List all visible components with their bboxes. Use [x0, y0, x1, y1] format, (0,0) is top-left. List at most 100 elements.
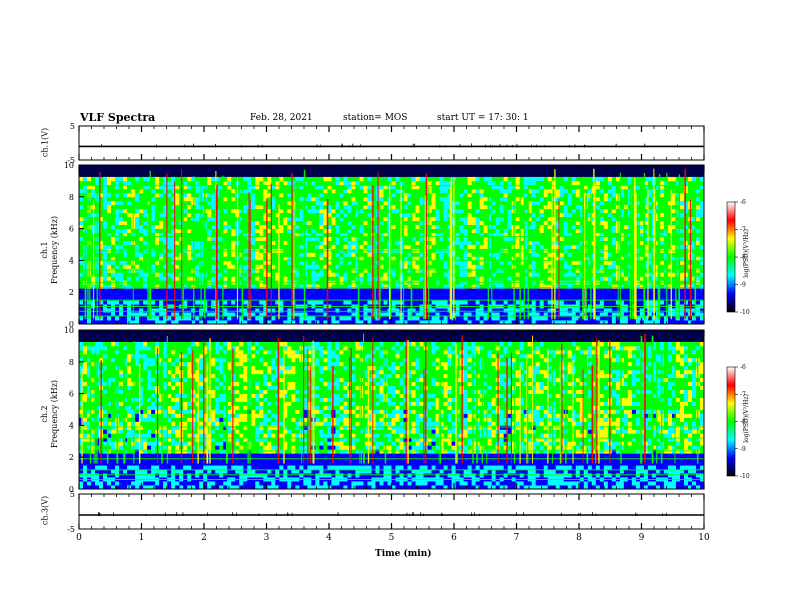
spectrogram-cell — [467, 260, 473, 265]
spectrogram-cell — [79, 236, 84, 241]
spectrogram-cell — [183, 288, 188, 293]
spectrogram-cell — [143, 228, 148, 233]
spectrogram-cell — [127, 268, 132, 273]
spectrogram-cell — [283, 208, 288, 214]
spectrogram-cell — [139, 296, 144, 301]
spectrogram-cell — [443, 272, 448, 277]
spectrogram-cell — [115, 288, 120, 293]
spectrogram-cell — [163, 236, 168, 241]
spectrogram-cell — [383, 288, 388, 293]
spectrogram-cell — [175, 288, 180, 293]
spectrogram-cell — [403, 236, 408, 241]
spectrogram-cell — [443, 260, 448, 265]
spectrogram-cell — [103, 320, 108, 325]
spectrogram-cell — [255, 252, 260, 257]
spectrogram-cell — [287, 212, 292, 218]
spectrogram-cell — [123, 188, 128, 194]
spectrogram-cell — [403, 184, 408, 190]
spectrogram-cell — [487, 308, 493, 313]
spectrogram-cell — [599, 180, 605, 186]
spectrogram-cell — [439, 220, 444, 226]
spectrogram-cell — [367, 276, 372, 281]
spectrogram-cell — [515, 216, 521, 222]
spectrogram-cell — [187, 204, 192, 210]
spectrogram-cell — [271, 300, 276, 305]
spectrogram-cell — [351, 204, 356, 210]
spectrogram-cell — [563, 180, 569, 186]
spectrogram-cell — [243, 184, 248, 190]
spectrogram-cell — [467, 312, 473, 317]
spectrogram-cell — [335, 204, 340, 210]
spectrogram-cell — [571, 204, 577, 210]
spectrogram-cell — [331, 200, 336, 206]
spectrogram-cell — [79, 312, 84, 317]
spectrogram-cell — [599, 260, 605, 265]
spectrogram-cell — [527, 200, 533, 206]
spectrogram-cell — [279, 216, 284, 222]
spectrogram-cell — [159, 320, 164, 325]
spectrogram-cell — [355, 224, 360, 229]
spectrogram-cell — [547, 240, 553, 245]
spectrogram-cell — [347, 192, 352, 198]
spectrogram-cell — [495, 228, 501, 233]
spectrogram-cell — [467, 300, 473, 305]
spectrogram-cell — [519, 176, 525, 182]
spectrogram-cell — [483, 216, 489, 222]
spectrogram-cell — [515, 268, 521, 273]
spectrogram-cell — [519, 204, 525, 210]
spectrogram-cell — [587, 200, 593, 206]
spectrogram-cell — [319, 320, 324, 325]
spectrogram-cell — [411, 308, 416, 313]
spectrogram-cell — [211, 212, 216, 218]
spectrogram-cell — [403, 288, 408, 293]
spectrogram-cell — [83, 176, 88, 182]
spectrogram-cell — [467, 244, 473, 249]
spectrogram-cell — [279, 260, 284, 265]
spectrogram-cell — [395, 268, 400, 273]
spectrogram-cell — [543, 196, 549, 202]
spectrogram-cell — [115, 268, 120, 273]
spectrogram-cell — [223, 184, 228, 190]
spectrogram-cell — [547, 268, 553, 273]
spectrogram-cell — [279, 316, 284, 321]
spectrogram-cell — [171, 180, 176, 186]
spectrogram-cell — [323, 204, 328, 210]
spectrogram-cell — [463, 196, 469, 202]
spectrogram-cell — [367, 296, 372, 301]
spectrogram-cell — [223, 232, 228, 237]
spectrogram-cell — [99, 196, 104, 202]
spectrogram-cell — [111, 216, 116, 222]
spectrogram-cell — [295, 232, 300, 237]
spectrogram-cell — [479, 252, 485, 257]
spectrogram-cell — [415, 196, 420, 202]
spectrogram-cell — [407, 204, 412, 210]
spectrogram-cell — [187, 276, 192, 281]
spectrogram-cell — [435, 296, 440, 301]
spectrogram-cell — [503, 224, 509, 229]
spectrogram-cell — [183, 264, 188, 269]
spectrogram-cell — [499, 212, 505, 218]
spectrogram-cell — [139, 292, 144, 297]
spectrogram-cell — [535, 200, 541, 206]
spectrogram-cell — [371, 272, 376, 277]
spectrogram-cell — [431, 292, 436, 297]
spectrogram-cell — [435, 252, 440, 257]
spectrogram-cell — [383, 312, 388, 317]
spectrogram-cell — [551, 204, 557, 210]
spectrogram-cell — [359, 188, 364, 194]
spectrogram-cell — [211, 192, 216, 198]
spectrogram-cell — [255, 224, 260, 229]
spectrogram-cell — [563, 316, 569, 321]
spectrogram-cell — [543, 308, 549, 313]
spectrogram-cell — [259, 220, 264, 226]
spectrogram-cell — [255, 292, 260, 297]
spectrogram-cell — [455, 200, 461, 206]
spectrogram-cell — [219, 308, 224, 313]
spectrogram-cell — [575, 212, 581, 218]
spectrogram-cell — [383, 240, 388, 245]
spectrogram-cell — [379, 308, 384, 313]
spectrogram-cell — [127, 288, 132, 293]
spectrogram-cell — [435, 316, 440, 321]
spectrogram-cell — [599, 184, 605, 190]
spectrogram-cell — [223, 228, 228, 233]
